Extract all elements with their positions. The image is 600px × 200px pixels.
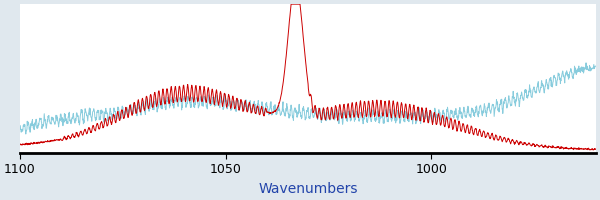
X-axis label: Wavenumbers: Wavenumbers [258, 182, 358, 196]
